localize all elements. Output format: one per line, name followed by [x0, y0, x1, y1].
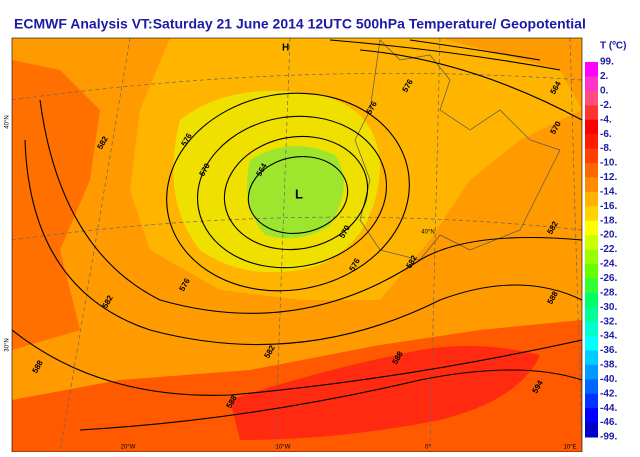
- legend-label: -8.: [600, 143, 612, 154]
- legend-swatch: [585, 379, 598, 395]
- legend-swatch: [585, 263, 598, 279]
- contour: [329, 39, 582, 121]
- legend-swatch: [585, 148, 598, 164]
- legend-label: -24.: [600, 259, 617, 270]
- contour: [247, 156, 349, 234]
- legend-label: -18.: [600, 215, 617, 226]
- map-title: ECMWF Analysis VT:Saturday 21 June 2014 …: [14, 16, 586, 32]
- contour: [24, 139, 582, 346]
- latitude-label: 40°N: [421, 230, 434, 236]
- legend-label: -28.: [600, 287, 617, 298]
- legend-label: -4.: [600, 114, 612, 125]
- contour: [79, 369, 582, 431]
- map-field: [12, 38, 582, 452]
- contour: [166, 92, 410, 292]
- legend-swatch: [585, 191, 598, 207]
- field-dark-orange: [12, 60, 100, 350]
- legend-label: -14.: [600, 186, 617, 197]
- longitude-label: 10°W: [276, 445, 291, 451]
- legend-label: -2.: [600, 100, 612, 111]
- legend-label: -26.: [600, 273, 617, 284]
- legend-swatch: [585, 292, 598, 308]
- legend-label: -16.: [600, 201, 617, 212]
- legend-label: -30.: [600, 302, 617, 313]
- legend-label: -22.: [600, 244, 617, 255]
- contour: [223, 135, 369, 251]
- longitude-label: 20°W: [121, 445, 136, 451]
- contour: [12, 329, 582, 396]
- legend-label: -36.: [600, 345, 617, 356]
- legend-swatch: [585, 134, 598, 150]
- legend-label: -20.: [600, 230, 617, 241]
- legend-label: -12.: [600, 172, 617, 183]
- high-label: H: [282, 43, 289, 54]
- legend-swatch: [585, 364, 598, 380]
- legend-swatch: [585, 105, 598, 121]
- legend-label: -34.: [600, 331, 617, 342]
- legend-swatch: [585, 249, 598, 265]
- longitude-label: 0°: [425, 445, 431, 451]
- legend-title: T (ºC): [600, 41, 626, 52]
- legend-swatch: [585, 220, 598, 236]
- legend-swatch: [585, 206, 598, 222]
- legend-label: -42.: [600, 388, 617, 399]
- longitude-label: 10°E: [563, 445, 576, 451]
- legend-swatch: [585, 408, 598, 424]
- legend-swatch: [585, 162, 598, 178]
- legend-label: -32.: [600, 316, 617, 327]
- legend-swatch: [585, 307, 598, 323]
- legend-label: -46.: [600, 417, 617, 428]
- legend-swatch: [585, 90, 598, 106]
- legend-label: -44.: [600, 403, 617, 414]
- low-label: L: [295, 186, 303, 201]
- legend-label: -40.: [600, 374, 617, 385]
- legend-swatch: [585, 350, 598, 366]
- field-red: [230, 346, 540, 440]
- legend-swatch: [585, 336, 598, 351]
- latitude-label: 30°N: [5, 338, 11, 351]
- legend-swatch: [585, 119, 598, 135]
- legend-label: -99.: [600, 432, 617, 443]
- legend-label: -10.: [600, 158, 617, 169]
- legend-swatch: [585, 76, 598, 92]
- legend-swatch: [585, 393, 598, 409]
- legend-swatch: [585, 177, 598, 193]
- legend-label: 0.: [600, 85, 609, 96]
- coastline: [354, 39, 561, 261]
- field-green: [247, 146, 344, 239]
- legend-label: 99.: [600, 57, 614, 68]
- latitude-label: 40°N: [5, 115, 11, 128]
- legend-swatch: [585, 278, 598, 294]
- contour: [39, 99, 582, 314]
- legend-swatch: [585, 422, 598, 438]
- legend-swatch: [585, 62, 598, 77]
- legend-swatch: [585, 321, 598, 337]
- contour: [196, 115, 388, 269]
- legend-swatch: [585, 235, 598, 250]
- legend-label: -6.: [600, 129, 612, 140]
- legend-label: -38.: [600, 360, 617, 371]
- legend-label: 2.: [600, 71, 609, 82]
